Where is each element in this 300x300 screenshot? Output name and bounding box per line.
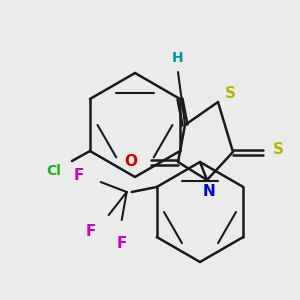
Text: H: H — [172, 51, 184, 65]
Text: F: F — [74, 167, 84, 182]
Text: F: F — [116, 236, 127, 251]
Text: Cl: Cl — [46, 164, 62, 178]
Text: F: F — [85, 224, 96, 239]
Text: S: S — [272, 142, 284, 158]
Text: O: O — [124, 154, 137, 169]
Text: S: S — [224, 86, 236, 101]
Text: N: N — [202, 184, 215, 200]
